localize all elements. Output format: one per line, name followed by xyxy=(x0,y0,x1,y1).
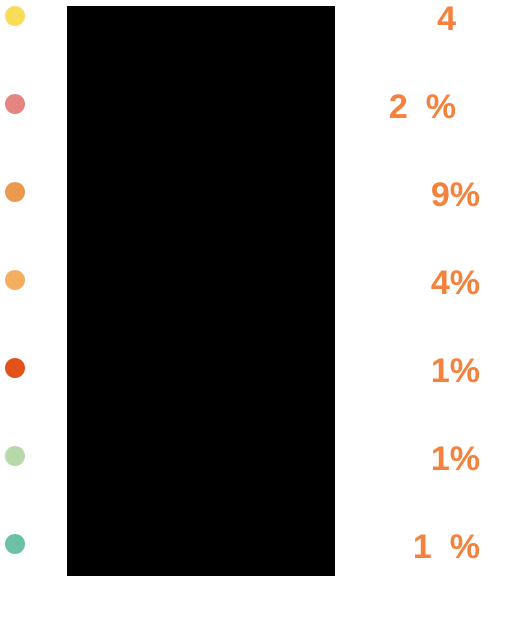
legend-dot-4 xyxy=(5,358,25,378)
percent-label-4: 1% xyxy=(431,352,480,391)
legend-dot-2 xyxy=(5,182,25,202)
percent-label-0: 4 xyxy=(437,0,456,39)
percent-label-3: 4% xyxy=(431,264,480,303)
percent-label-1: 2% xyxy=(389,88,456,127)
percent-label-6: 1% xyxy=(413,528,480,567)
legend-dot-6 xyxy=(5,534,25,554)
legend-dot-0 xyxy=(5,6,25,26)
legend-dot-1 xyxy=(5,94,25,114)
legend-dot-5 xyxy=(5,446,25,466)
black-block xyxy=(67,6,335,576)
legend-dot-3 xyxy=(5,270,25,290)
percent-label-5: 1% xyxy=(431,440,480,479)
percent-label-2: 9% xyxy=(431,176,480,215)
legend-chart: 4 2% 9% 4% 1% 1% 1% xyxy=(0,0,516,618)
